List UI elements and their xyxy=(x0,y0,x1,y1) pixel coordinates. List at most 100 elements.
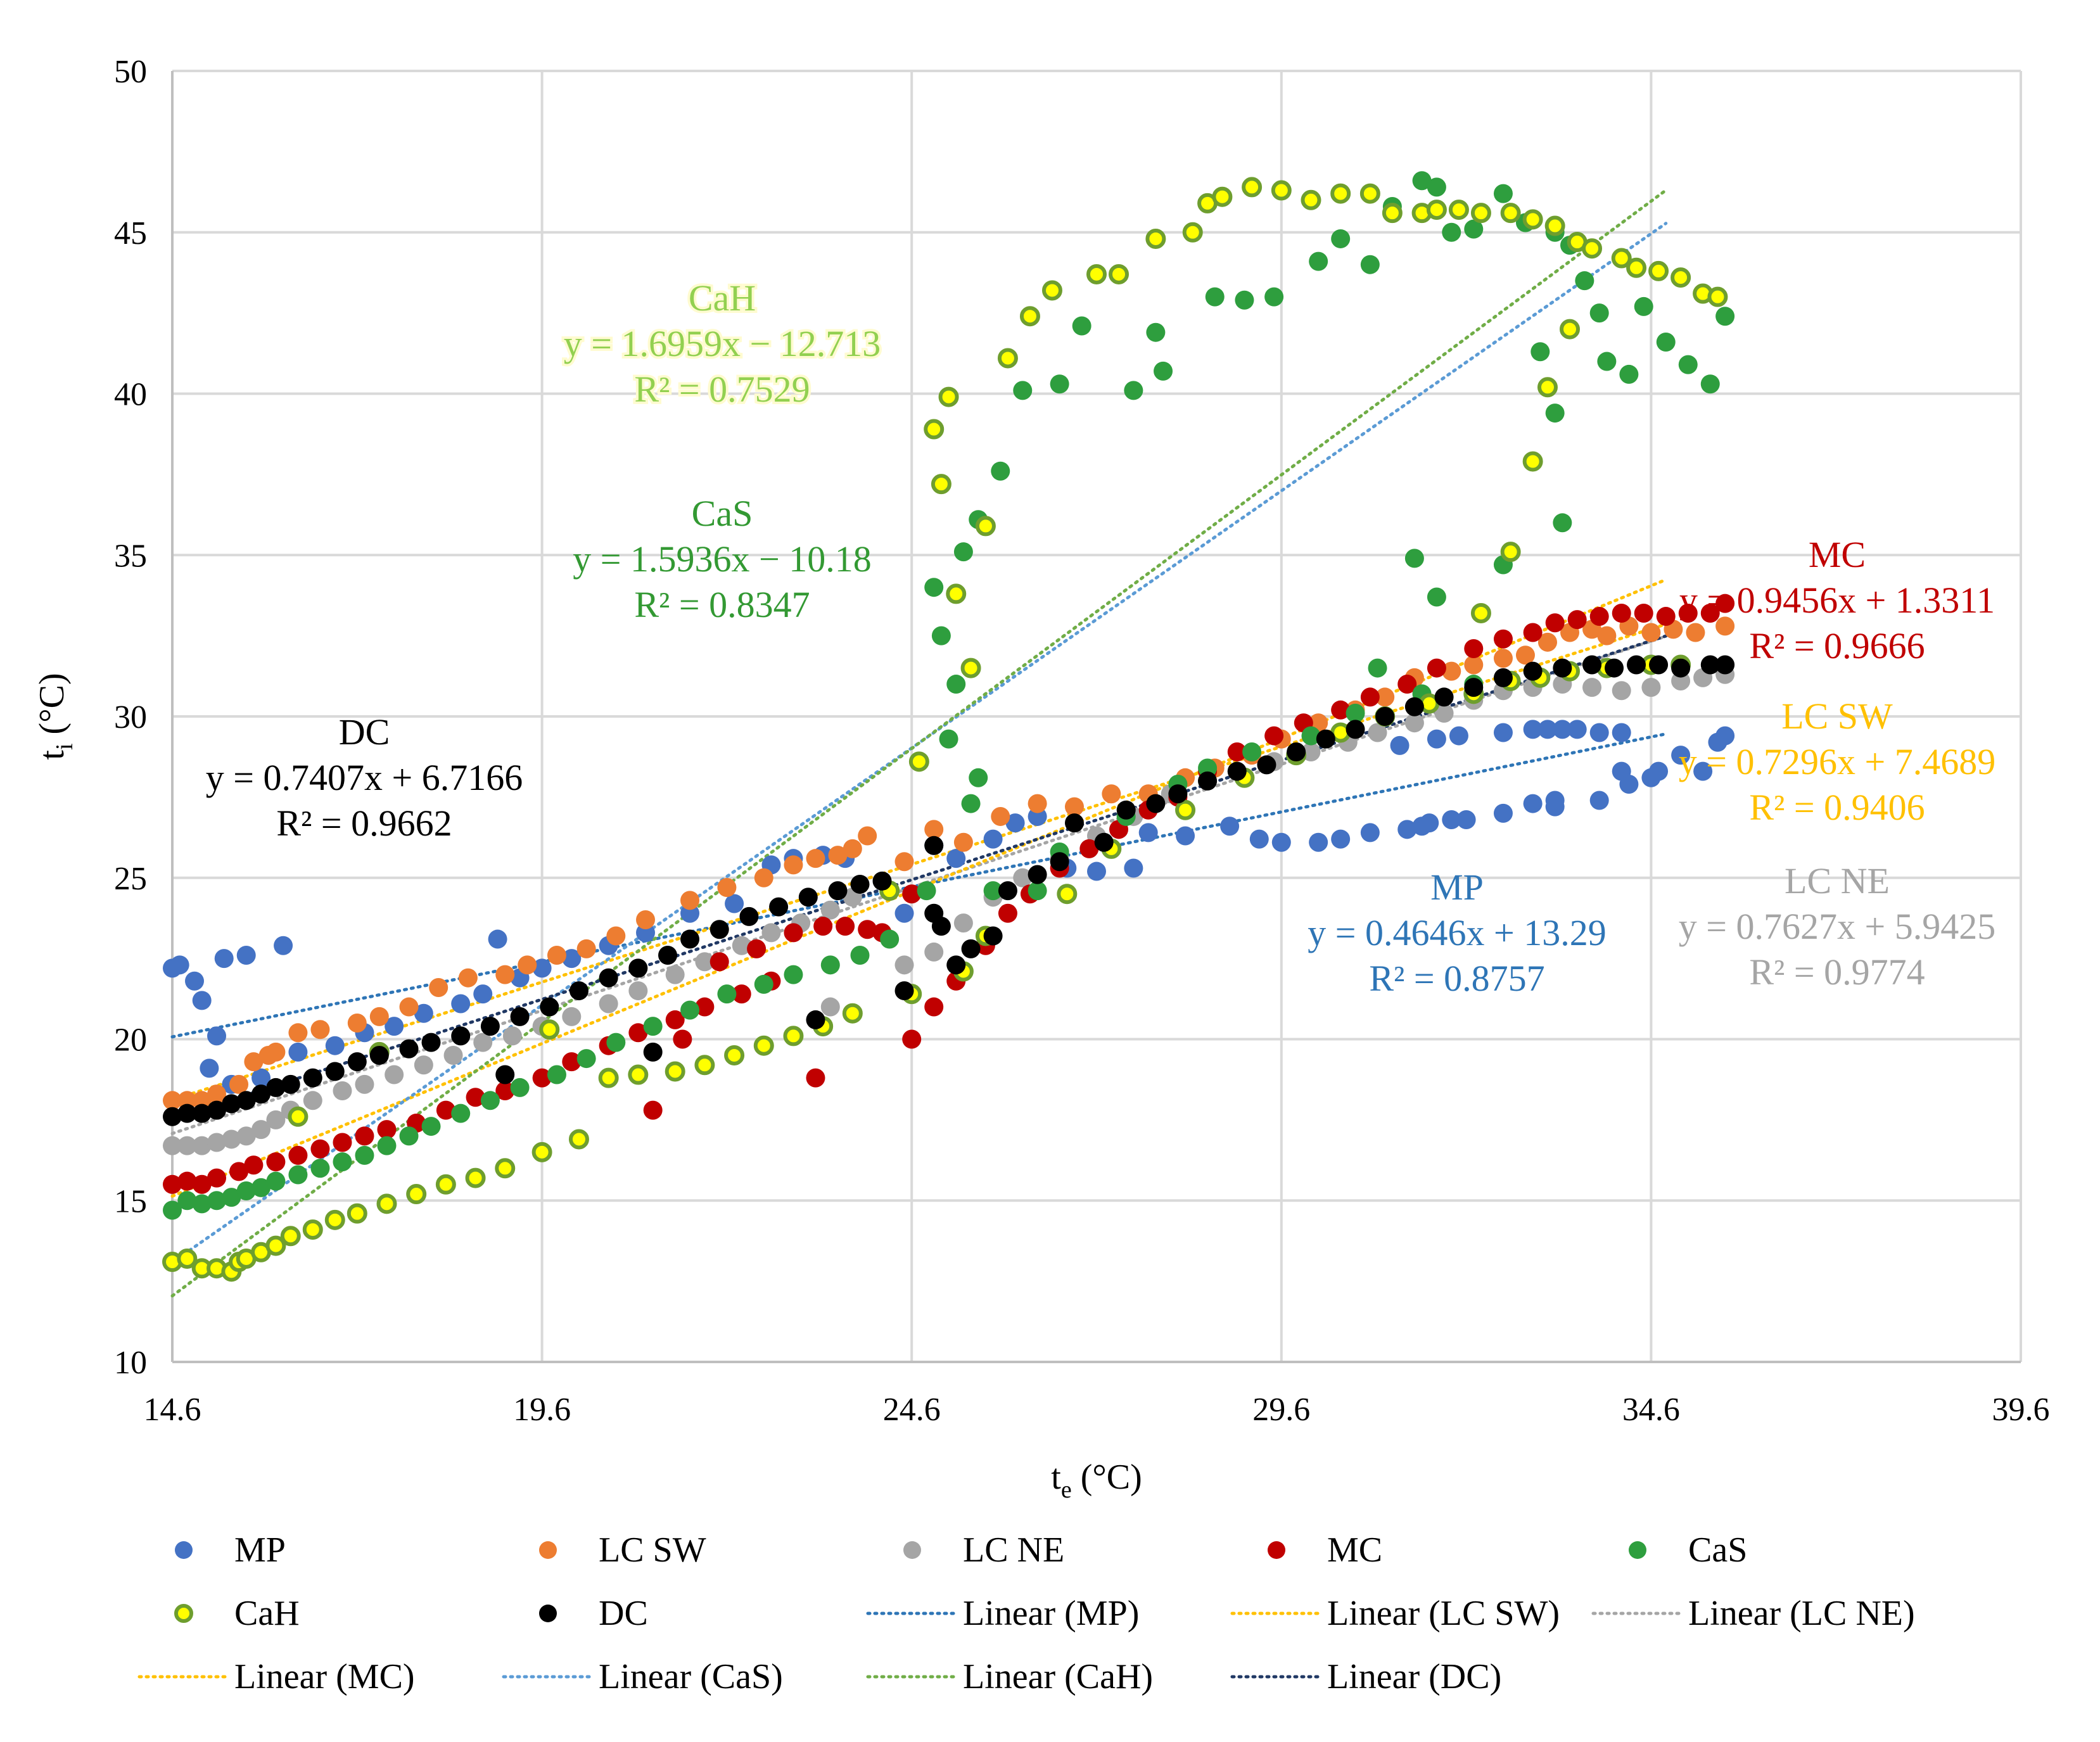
point-cah xyxy=(924,419,945,440)
point-lc-ne xyxy=(443,1045,463,1065)
point-lc-sw xyxy=(754,868,773,887)
point-lc-sw xyxy=(266,1042,286,1062)
point-cah xyxy=(1109,264,1130,284)
legend-item-dc: DC xyxy=(539,1594,648,1633)
point-dc xyxy=(177,1103,197,1123)
point-lc-ne xyxy=(628,981,648,1001)
legend-marker-mc xyxy=(1268,1541,1285,1559)
x-axis-title-subscript: e xyxy=(1061,1477,1072,1503)
point-dc xyxy=(1671,658,1691,678)
point-cah xyxy=(1522,451,1543,472)
point-cas xyxy=(1656,332,1676,352)
point-mp xyxy=(325,1036,345,1055)
legend-item-lc-sw: LC SW xyxy=(539,1530,706,1570)
point-dc xyxy=(1346,720,1365,739)
point-lc-ne xyxy=(177,1136,197,1155)
point-mp xyxy=(274,936,293,955)
point-cas xyxy=(266,1171,286,1191)
legend-item-linear-dc: Linear (DC) xyxy=(1230,1657,1501,1696)
point-mc xyxy=(924,997,944,1017)
point-cas xyxy=(1013,381,1033,400)
point-lc-sw xyxy=(858,826,877,846)
point-cas xyxy=(251,1178,271,1197)
point-cah xyxy=(376,1193,397,1214)
legend-label: Linear (CaS) xyxy=(599,1657,783,1696)
annotation-mp-line: R² = 0.8757 xyxy=(1369,958,1544,999)
y-tick-label: 15 xyxy=(114,1183,147,1219)
point-mp xyxy=(1331,829,1351,849)
point-cah xyxy=(1086,264,1107,284)
point-lc-sw xyxy=(1375,687,1395,707)
point-lc-sw xyxy=(229,1074,249,1094)
x-tick-label: 19.6 xyxy=(513,1392,571,1428)
y-tick-label: 25 xyxy=(114,861,147,897)
point-dc xyxy=(931,917,951,936)
point-mc xyxy=(266,1152,286,1172)
point-lc-ne xyxy=(761,923,781,943)
legend-label: CaH xyxy=(234,1594,300,1633)
y-axis-title-main: t xyxy=(32,750,72,760)
annotation-mp: MPy = 0.4646x + 13.29 R² = 0.8757 xyxy=(1308,867,1606,999)
point-cas xyxy=(1634,296,1653,316)
legend-marker-cah xyxy=(174,1604,193,1623)
point-cah xyxy=(1057,884,1078,905)
point-dc xyxy=(628,958,648,978)
point-cah xyxy=(997,348,1018,369)
point-cas xyxy=(820,955,840,975)
point-cas xyxy=(177,1191,197,1211)
legend-item-linear-cah: Linear (CaH) xyxy=(866,1657,1153,1696)
data-points xyxy=(162,171,1735,1282)
point-mc xyxy=(695,997,715,1017)
point-cas xyxy=(880,929,900,949)
point-lc-sw xyxy=(680,891,700,910)
legend-item-mp: MP xyxy=(175,1530,286,1570)
annotation-lc-ne-line: R² = 0.9774 xyxy=(1749,951,1925,993)
point-cas xyxy=(1589,303,1609,323)
point-mp xyxy=(473,984,493,1004)
point-lc-ne xyxy=(820,900,840,920)
point-mc xyxy=(836,917,855,936)
point-cas xyxy=(1360,255,1380,274)
point-cas xyxy=(1050,374,1069,394)
point-lc-ne xyxy=(1641,678,1661,697)
point-dc xyxy=(1257,755,1276,775)
point-mp xyxy=(214,949,234,969)
x-tick-label: 24.6 xyxy=(883,1392,941,1428)
point-cah xyxy=(1500,203,1521,224)
point-cah xyxy=(598,1067,619,1088)
point-cas xyxy=(754,974,773,994)
point-mc xyxy=(355,1126,374,1146)
annotation-dc: DCy = 0.7407x + 6.7166 R² = 0.9662 xyxy=(206,711,523,844)
trendline-cah xyxy=(170,188,1668,1298)
point-dc xyxy=(480,1017,500,1036)
point-mc xyxy=(333,1133,352,1152)
point-dc xyxy=(1227,761,1247,781)
point-cas xyxy=(917,881,936,901)
point-mp xyxy=(1390,735,1410,755)
point-mc xyxy=(902,1029,922,1049)
point-cas xyxy=(1619,364,1639,384)
point-mp xyxy=(1176,826,1195,846)
point-cas xyxy=(1427,177,1446,197)
point-mc xyxy=(1079,839,1099,858)
point-dc xyxy=(1493,668,1513,687)
point-lc-sw xyxy=(429,977,449,997)
legend-item-linear-mc: Linear (MC) xyxy=(137,1657,415,1696)
point-mp xyxy=(1309,832,1328,852)
point-cas xyxy=(939,729,958,749)
point-mc xyxy=(902,884,922,904)
point-cas xyxy=(1368,658,1387,678)
point-cah xyxy=(628,1064,649,1085)
point-lc-sw xyxy=(636,910,656,929)
point-dc xyxy=(1146,794,1166,813)
point-cah xyxy=(783,1026,804,1046)
point-cah xyxy=(908,751,929,772)
point-lc-sw xyxy=(717,878,737,898)
legend-item-mc: MC xyxy=(1268,1530,1382,1570)
point-cas xyxy=(480,1091,500,1110)
point-cas xyxy=(1575,271,1594,291)
point-dc xyxy=(347,1052,367,1072)
annotation-mc-line: MC xyxy=(1809,534,1866,575)
